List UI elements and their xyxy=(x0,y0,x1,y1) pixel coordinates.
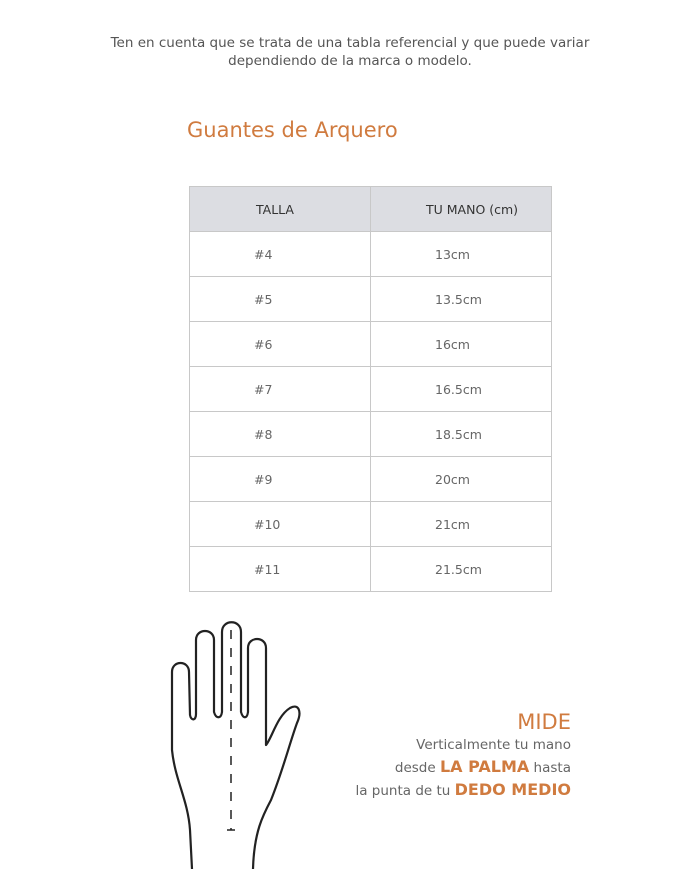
hand-cell: 13.5cm xyxy=(370,276,552,322)
note-line-2: dependiendo de la marca o modelo. xyxy=(228,53,472,69)
hand-cell: 16cm xyxy=(370,321,552,367)
table-row: #4 13cm xyxy=(189,231,552,277)
hand-cell: 18.5cm xyxy=(370,411,552,457)
size-cell: #9 xyxy=(189,456,371,502)
table-row: #6 16cm xyxy=(189,321,552,367)
table-header-row: TALLA TU MANO (cm) xyxy=(189,186,552,232)
la-palma-emphasis: LA PALMA xyxy=(439,757,530,776)
table-row: #11 21.5cm xyxy=(189,546,552,592)
text: la punta de tu xyxy=(355,783,455,799)
size-cell: #10 xyxy=(189,501,371,547)
text: hasta xyxy=(529,760,571,776)
hand-cell: 20cm xyxy=(370,456,552,502)
size-cell: #8 xyxy=(189,411,371,457)
table-row: #7 16.5cm xyxy=(189,366,552,412)
size-table: TALLA TU MANO (cm) #4 13cm #5 13.5cm #6 16c… xyxy=(189,186,552,592)
size-cell: #4 xyxy=(189,231,371,277)
instruction-line-3: la punta de tu DEDO MEDIO xyxy=(355,779,571,802)
hand-outline xyxy=(170,621,301,869)
hand-cell: 21.5cm xyxy=(370,546,552,592)
instruction-line-1: Verticalmente tu mano xyxy=(416,737,571,753)
measure-instructions: MIDE Verticalmente tu mano desde LA PALM… xyxy=(355,710,571,802)
text: desde xyxy=(394,760,440,776)
mide-heading: MIDE xyxy=(517,710,571,734)
table-row: #9 20cm xyxy=(189,456,552,502)
header-tu-mano: TU MANO (cm) xyxy=(370,186,552,232)
size-cell: #11 xyxy=(189,546,371,592)
note-line-1: Ten en cuenta que se trata de una tabla … xyxy=(110,35,590,51)
dedo-medio-emphasis: DEDO MEDIO xyxy=(454,780,571,799)
instruction-line-2: desde LA PALMA hasta xyxy=(355,756,571,779)
table-row: #5 13.5cm xyxy=(189,276,552,322)
table-row: #8 18.5cm xyxy=(189,411,552,457)
page-title: Guantes de Arquero xyxy=(187,118,398,142)
hand-cell: 16.5cm xyxy=(370,366,552,412)
hand-cell: 13cm xyxy=(370,231,552,277)
disclaimer-note: Ten en cuenta que se trata de una tabla … xyxy=(0,34,700,70)
size-cell: #5 xyxy=(189,276,371,322)
